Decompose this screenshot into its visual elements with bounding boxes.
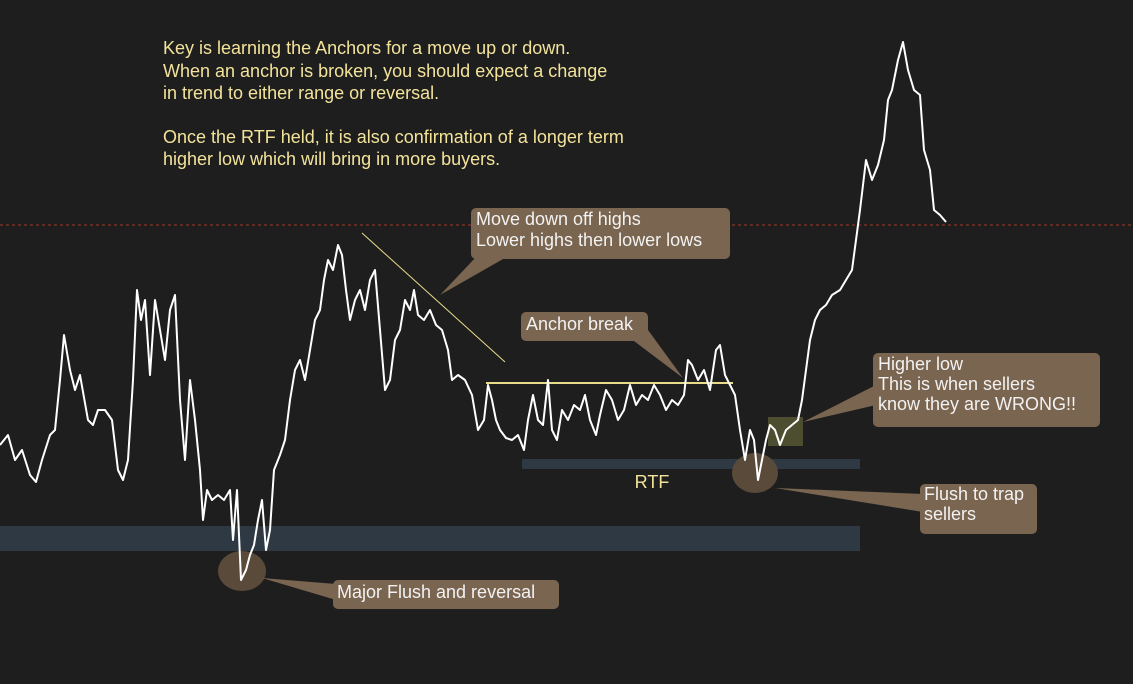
price-line (0, 41, 947, 581)
note-line: higher low which will bring in more buye… (163, 149, 500, 169)
callout-text: Flush to trap (924, 484, 1024, 504)
callout-box (873, 353, 1100, 427)
callout-box (333, 580, 559, 609)
rtf-zone (522, 459, 860, 469)
callout-pointer (262, 578, 336, 600)
callout-pointer (775, 488, 923, 512)
callout-box (471, 208, 730, 259)
flush-circle (218, 551, 266, 591)
callout-text: This is when sellers (878, 374, 1035, 394)
callout-box (521, 312, 648, 341)
note-line: Once the RTF held, it is also confirmati… (163, 127, 624, 147)
flush-circle (732, 453, 778, 493)
note-line: When an anchor is broken, you should exp… (163, 61, 607, 81)
callout-text: Higher low (878, 354, 964, 374)
callout-box (920, 484, 1037, 534)
support-zone (0, 526, 860, 551)
callout-pointer (440, 255, 510, 295)
callout-text: Anchor break (526, 314, 634, 334)
callout-text: sellers (924, 504, 976, 524)
callout-text: Major Flush and reversal (337, 582, 535, 602)
callout-pointer (803, 385, 876, 422)
callout-text: Lower highs then lower lows (476, 230, 702, 250)
trend-line (361, 232, 506, 363)
rtf-label: RTF (635, 472, 670, 492)
note-line: in trend to either range or reversal. (163, 83, 439, 103)
callout-pointer (630, 330, 683, 378)
callout-text: Move down off highs (476, 209, 641, 229)
callout-text: know they are WRONG!! (878, 394, 1076, 414)
note-line: Key is learning the Anchors for a move u… (163, 38, 570, 58)
